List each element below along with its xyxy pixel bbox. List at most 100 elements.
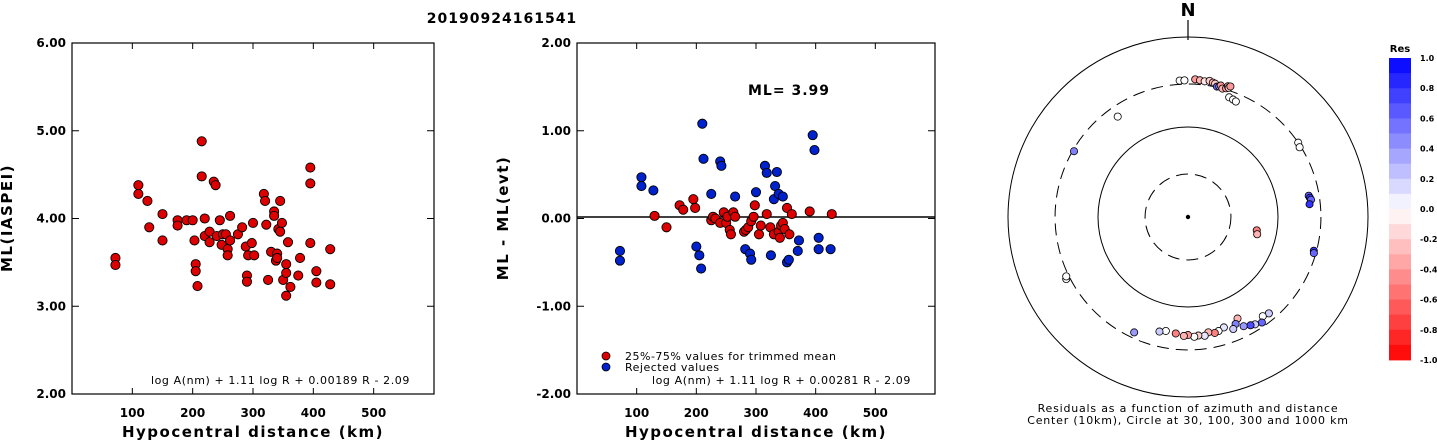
used-data-point	[725, 229, 736, 240]
used-data-point	[661, 222, 672, 233]
used-data-point	[804, 206, 815, 217]
used-data-point	[688, 194, 699, 205]
data-point	[281, 259, 292, 270]
x-tick-label: 500	[863, 406, 888, 420]
station-marker	[1246, 321, 1255, 330]
x-tick-label: 200	[180, 406, 205, 420]
data-point	[275, 226, 286, 237]
rejected-data-point	[750, 187, 762, 198]
colorbar-cell	[1389, 314, 1411, 331]
data-point	[196, 171, 207, 182]
y-tick-label: 6.00	[36, 36, 66, 50]
colorbar-cell	[1389, 178, 1411, 195]
x-tick-label: 300	[240, 406, 265, 420]
data-point	[276, 217, 288, 228]
used-data-point	[649, 210, 660, 221]
data-point	[204, 226, 215, 237]
legend-marker-used	[601, 351, 611, 361]
data-points	[614, 118, 837, 274]
epicenter-marker	[1185, 214, 1191, 220]
polar-caption-line-2: Center (10km), Circle at 30, 100, 300 an…	[1027, 414, 1349, 427]
used-data-point	[826, 209, 837, 220]
rejected-data-point	[648, 185, 659, 196]
data-point	[110, 259, 121, 271]
axis-ticks: 100 200 300 400 500 2.00 3.00 4.00 5.00 6.00	[36, 36, 434, 420]
rejected-data-point	[697, 118, 708, 129]
data-point	[204, 237, 215, 248]
residual-vs-distance-panel: 100 200 300 400 500 -2.00 -1.00 0.00 1.00 2.00 ML…	[494, 36, 936, 441]
distance-ring-300km	[1054, 83, 1322, 351]
station-marker	[1229, 325, 1238, 334]
station-marker	[1179, 331, 1188, 340]
colorbar-tick-label: -0.2	[1420, 235, 1437, 244]
rejected-data-point	[614, 245, 626, 257]
rejected-data-point	[746, 254, 757, 265]
y-tick-label: 3.00	[36, 299, 66, 313]
y-tick-label: -2.00	[536, 387, 571, 401]
station-marker	[1226, 82, 1235, 91]
data-point	[144, 222, 155, 233]
distance-ring-100km	[1097, 126, 1279, 308]
colorbar-cells	[1389, 58, 1411, 361]
data-point	[157, 209, 168, 220]
data-point	[281, 267, 292, 278]
magnitude-formula: log A(nm) + 1.11 log R + 0.00189 R - 2.0…	[151, 374, 410, 387]
x-axis-label: Hypocentral distance (km)	[625, 423, 887, 441]
colorbar-cell	[1389, 73, 1411, 89]
colorbar-cell	[1389, 88, 1411, 104]
figure-title: 20190924161541	[427, 11, 577, 27]
legend: 25%-75% values for trimmed mean Rejected…	[601, 350, 836, 374]
data-point	[293, 270, 304, 281]
y-tick-label: 1.00	[541, 124, 571, 138]
colorbar-tick-label: 0.4	[1420, 145, 1435, 154]
station-marker	[1113, 112, 1122, 121]
data-point	[246, 238, 257, 249]
rejected-data-point	[636, 180, 647, 192]
data-point	[260, 195, 271, 206]
data-point	[263, 274, 274, 285]
data-point	[199, 213, 210, 224]
used-data-point	[761, 209, 772, 220]
y-tick-label: 5.00	[36, 124, 66, 138]
colorbar-cell	[1389, 58, 1411, 74]
station-marker	[1070, 147, 1079, 156]
used-data-point	[774, 232, 785, 243]
rejected-data-point	[813, 232, 824, 243]
x-tick-label: 300	[743, 406, 768, 420]
colorbar-cell	[1389, 269, 1411, 285]
x-tick-label: 200	[684, 406, 709, 420]
polar-caption-line-1: Residuals as a function of azimuth and d…	[1038, 402, 1339, 415]
data-point	[285, 281, 296, 292]
rejected-data-point	[783, 254, 794, 265]
station-marker	[1062, 272, 1071, 281]
station-marker	[1130, 328, 1139, 337]
data-point	[295, 252, 306, 264]
colorbar-cell	[1389, 344, 1411, 361]
colorbar-cell	[1389, 209, 1411, 225]
y-axis-label: ML - ML(evt)	[494, 156, 512, 280]
used-data-point	[755, 220, 766, 231]
data-point	[241, 276, 253, 287]
colorbar-tick-label: 1.0	[1420, 54, 1435, 63]
data-point	[305, 238, 316, 249]
residual-azimuth-panel: N Residuals as a function of azimuth and…	[1007, 0, 1369, 427]
x-tick-label: 400	[301, 406, 326, 420]
colorbar-tick-label: 0.2	[1420, 175, 1434, 184]
used-data-point	[786, 209, 797, 220]
data-point	[305, 162, 316, 173]
used-data-point	[749, 200, 760, 211]
rejected-data-point	[761, 167, 772, 178]
rejected-data-point	[716, 160, 727, 171]
rejected-data-point	[694, 250, 705, 261]
station-marker	[1309, 249, 1318, 258]
event-ml-label: ML= 3.99	[748, 83, 830, 99]
rejected-data-point	[696, 263, 707, 274]
colorbar-cell	[1389, 254, 1411, 270]
rejected-data-point	[792, 245, 803, 257]
y-tick-label: 2.00	[541, 36, 571, 50]
station-marker	[1239, 322, 1248, 331]
colorbar-cell	[1389, 103, 1411, 119]
colorbar-tick-label: -0.8	[1420, 326, 1437, 335]
data-point	[311, 266, 322, 277]
rejected-data-point	[765, 250, 776, 261]
